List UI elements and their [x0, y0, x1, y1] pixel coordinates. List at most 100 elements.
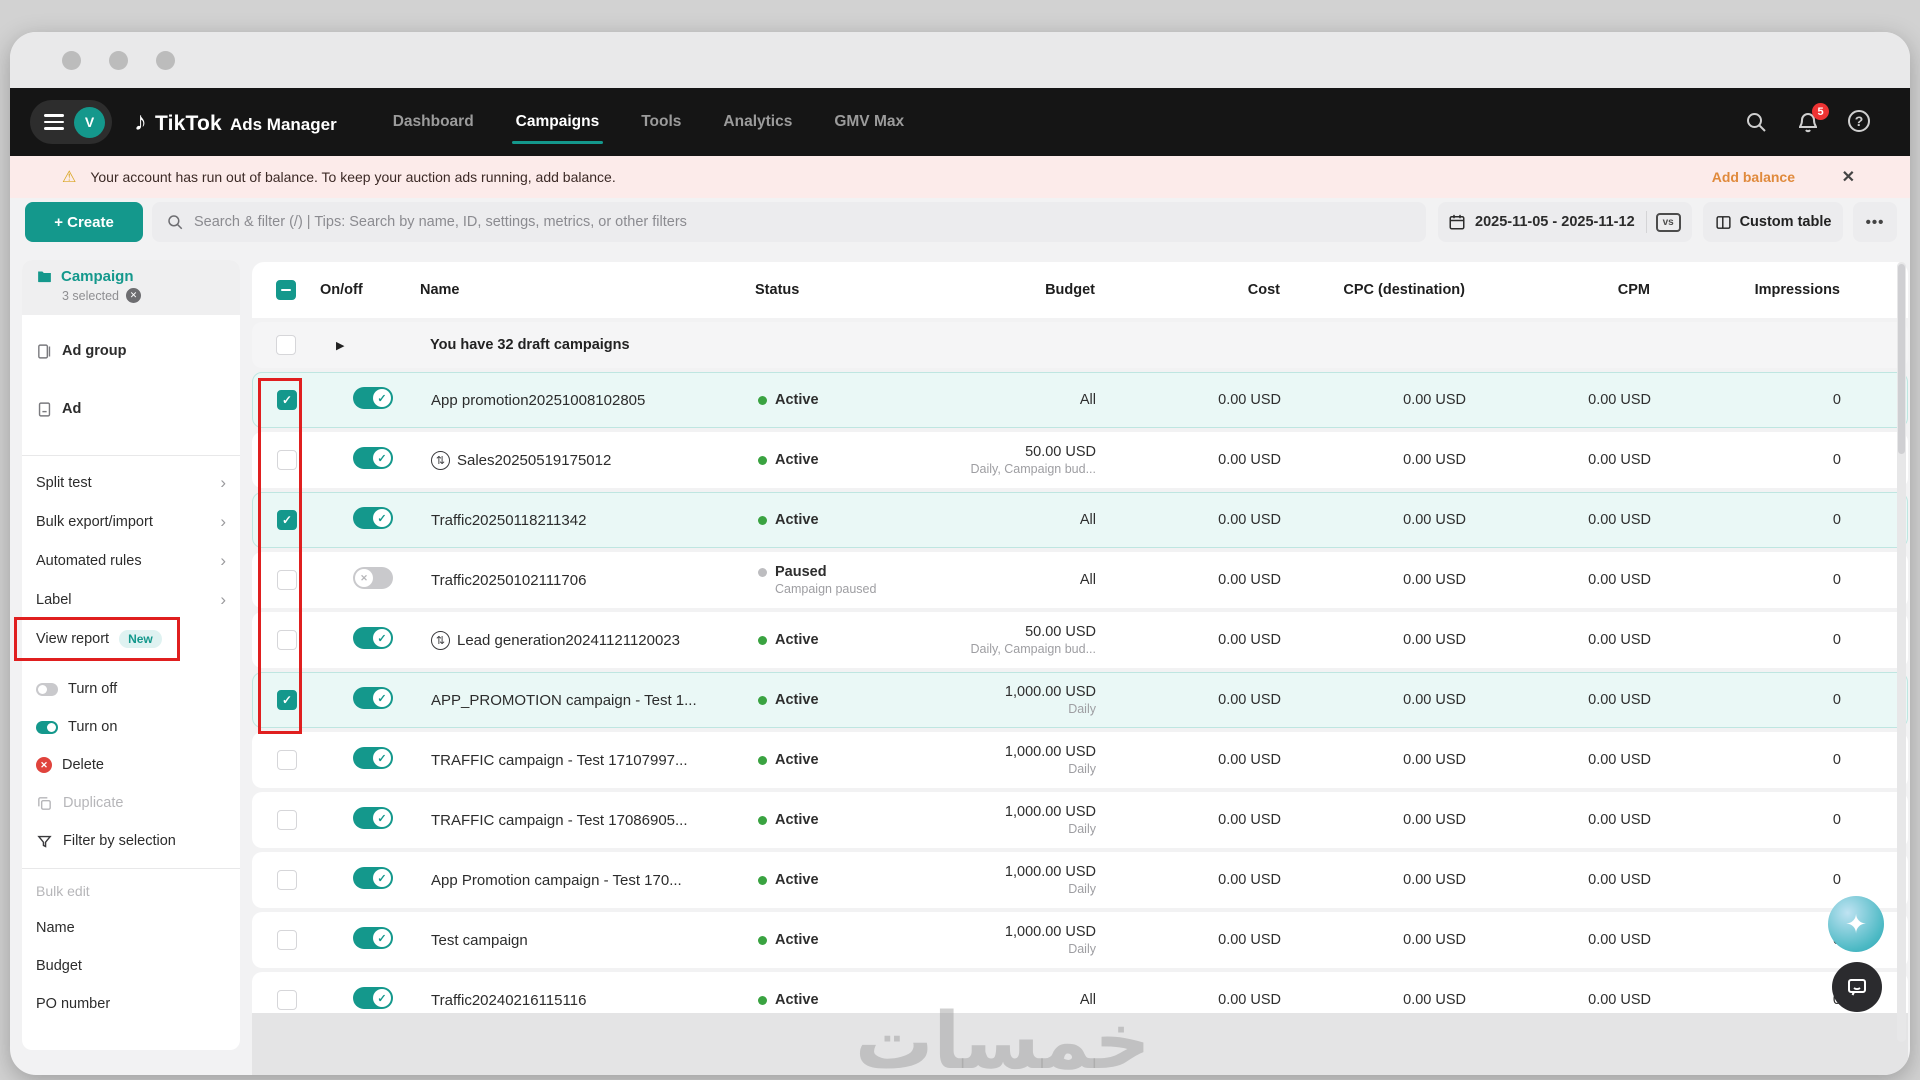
- sidebar-item-label: Automated rules: [36, 552, 142, 569]
- sidebar-item-label: Campaign: [61, 268, 134, 285]
- custom-table-button[interactable]: Custom table: [1703, 202, 1843, 242]
- account-menu[interactable]: V: [30, 100, 112, 144]
- sidebar-item-duplicate[interactable]: Duplicate: [22, 784, 240, 822]
- scrollbar-thumb[interactable]: [1898, 264, 1905, 454]
- row-checkbox[interactable]: [277, 390, 297, 410]
- onoff-toggle[interactable]: [353, 687, 393, 709]
- row-checkbox[interactable]: [277, 870, 297, 890]
- sidebar-item-ad-group[interactable]: Ad group: [22, 331, 240, 371]
- onoff-toggle[interactable]: [353, 927, 393, 949]
- clear-selection-icon[interactable]: ✕: [125, 288, 141, 303]
- cost-value: 0.00 USD: [1218, 812, 1281, 828]
- status-dot: [758, 568, 767, 577]
- help-icon[interactable]: ?: [1848, 110, 1872, 134]
- sidebar-item-label-menu[interactable]: Label ›: [22, 580, 240, 619]
- banner-close-icon[interactable]: ✕: [1841, 169, 1855, 186]
- onoff-toggle[interactable]: [353, 567, 393, 589]
- campaign-name[interactable]: Lead generation20241121120023: [457, 631, 680, 649]
- window-control-dot[interactable]: [62, 51, 81, 70]
- campaign-name[interactable]: APP_PROMOTION campaign - Test 1...: [431, 691, 697, 709]
- window-controls[interactable]: [62, 51, 175, 70]
- onoff-toggle[interactable]: [353, 507, 393, 529]
- campaign-name[interactable]: App promotion20251008102805: [431, 391, 646, 409]
- cpc-value: 0.00 USD: [1403, 632, 1466, 648]
- sidebar-item-turn-off[interactable]: Turn off: [22, 670, 240, 708]
- draft-campaigns-notice[interactable]: You have 32 draft campaigns: [430, 337, 630, 353]
- sidebar-item-view-report[interactable]: View report New: [22, 619, 240, 658]
- column-header-cpm[interactable]: CPM: [1617, 282, 1650, 298]
- search-input[interactable]: [194, 214, 1412, 230]
- nav-gmv-max[interactable]: GMV Max: [834, 113, 905, 130]
- onoff-toggle[interactable]: [353, 387, 393, 409]
- column-header-status[interactable]: Status: [755, 282, 800, 298]
- campaign-name[interactable]: Sales20250519175012: [457, 451, 612, 469]
- compare-vs-button[interactable]: vs: [1655, 212, 1681, 232]
- add-balance-link[interactable]: Add balance: [1711, 169, 1795, 185]
- select-all-checkbox[interactable]: [276, 280, 296, 300]
- sidebar-item-ad[interactable]: Ad: [22, 389, 240, 429]
- campaign-name[interactable]: Test campaign: [431, 931, 528, 949]
- sidebar-item-split-test[interactable]: Split test ›: [22, 463, 240, 502]
- column-header-cost[interactable]: Cost: [1247, 282, 1280, 298]
- nav-dashboard[interactable]: Dashboard: [392, 113, 474, 130]
- row-checkbox[interactable]: [277, 930, 297, 950]
- campaign-name[interactable]: Traffic20250102111706: [431, 571, 587, 589]
- vertical-scrollbar[interactable]: [1897, 262, 1906, 1042]
- date-range-picker[interactable]: 2025-11-05 - 2025-11-12 vs: [1438, 202, 1692, 242]
- row-checkbox[interactable]: [277, 510, 297, 530]
- column-header-name[interactable]: Name: [420, 282, 460, 298]
- column-header-cpc[interactable]: CPC (destination): [1343, 282, 1465, 298]
- ai-assistant-button[interactable]: ✦: [1828, 896, 1884, 952]
- row-checkbox[interactable]: [277, 750, 297, 770]
- campaign-name[interactable]: App Promotion campaign - Test 170...: [431, 871, 682, 889]
- sidebar-item-turn-on[interactable]: Turn on: [22, 708, 240, 746]
- nav-campaigns[interactable]: Campaigns: [511, 88, 603, 156]
- window-control-dot[interactable]: [156, 51, 175, 70]
- top-navbar: V ♪ TikTok Ads Manager Dashboard Campaig…: [10, 88, 1910, 156]
- onoff-toggle[interactable]: [353, 447, 393, 469]
- table-row: ⇅ Traffic20240216115116 Active All 0.00 …: [252, 972, 1908, 1013]
- draft-row-checkbox[interactable]: [276, 335, 296, 355]
- row-checkbox[interactable]: [277, 450, 297, 470]
- sidebar-item-edit-budget[interactable]: Budget: [36, 958, 82, 974]
- column-header-impressions[interactable]: Impressions: [1754, 282, 1840, 298]
- search-filter-box[interactable]: [152, 202, 1426, 242]
- search-icon[interactable]: [1744, 110, 1768, 134]
- chat-support-button[interactable]: [1832, 962, 1882, 1012]
- onoff-toggle[interactable]: [353, 987, 393, 1009]
- onoff-toggle[interactable]: [353, 807, 393, 829]
- sidebar-item-filter-by-selection[interactable]: Filter by selection: [22, 822, 240, 860]
- campaign-name[interactable]: TRAFFIC campaign - Test 17086905...: [431, 811, 688, 829]
- sidebar-item-automated-rules[interactable]: Automated rules ›: [22, 541, 240, 580]
- window-control-dot[interactable]: [109, 51, 128, 70]
- row-checkbox[interactable]: [277, 570, 297, 590]
- create-button[interactable]: + Create: [25, 202, 143, 242]
- row-checkbox[interactable]: [277, 990, 297, 1010]
- sidebar-item-edit-name[interactable]: Name: [36, 920, 75, 936]
- row-checkbox[interactable]: [277, 630, 297, 650]
- divider: [22, 455, 240, 456]
- campaign-name[interactable]: Traffic20250118211342: [431, 511, 587, 529]
- more-options-button[interactable]: •••: [1853, 202, 1897, 242]
- column-header-onoff[interactable]: On/off: [320, 282, 363, 298]
- sidebar-item-campaign[interactable]: Campaign: [36, 268, 226, 285]
- nav-analytics[interactable]: Analytics: [723, 113, 793, 130]
- campaign-name[interactable]: TRAFFIC campaign - Test 17107997...: [431, 751, 688, 769]
- sidebar-item-bulk-export-import[interactable]: Bulk export/import ›: [22, 502, 240, 541]
- onoff-toggle[interactable]: [353, 867, 393, 889]
- hamburger-menu-icon[interactable]: [44, 114, 64, 130]
- onoff-toggle[interactable]: [353, 627, 393, 649]
- avatar[interactable]: V: [74, 106, 105, 138]
- cpm-value: 0.00 USD: [1588, 392, 1651, 408]
- row-checkbox[interactable]: [277, 810, 297, 830]
- campaign-name[interactable]: Traffic20240216115116: [431, 991, 587, 1009]
- column-header-budget[interactable]: Budget: [1045, 282, 1095, 298]
- sidebar-item-delete[interactable]: ✕ Delete: [22, 746, 240, 784]
- nav-tools[interactable]: Tools: [641, 113, 682, 130]
- sidebar-item-label: Bulk export/import: [36, 513, 153, 530]
- row-checkbox[interactable]: [277, 690, 297, 710]
- onoff-toggle[interactable]: [353, 747, 393, 769]
- notifications-bell-icon[interactable]: 5: [1796, 103, 1829, 134]
- expand-caret-icon[interactable]: ▶: [336, 339, 345, 352]
- sidebar-item-edit-po-number[interactable]: PO number: [36, 996, 111, 1012]
